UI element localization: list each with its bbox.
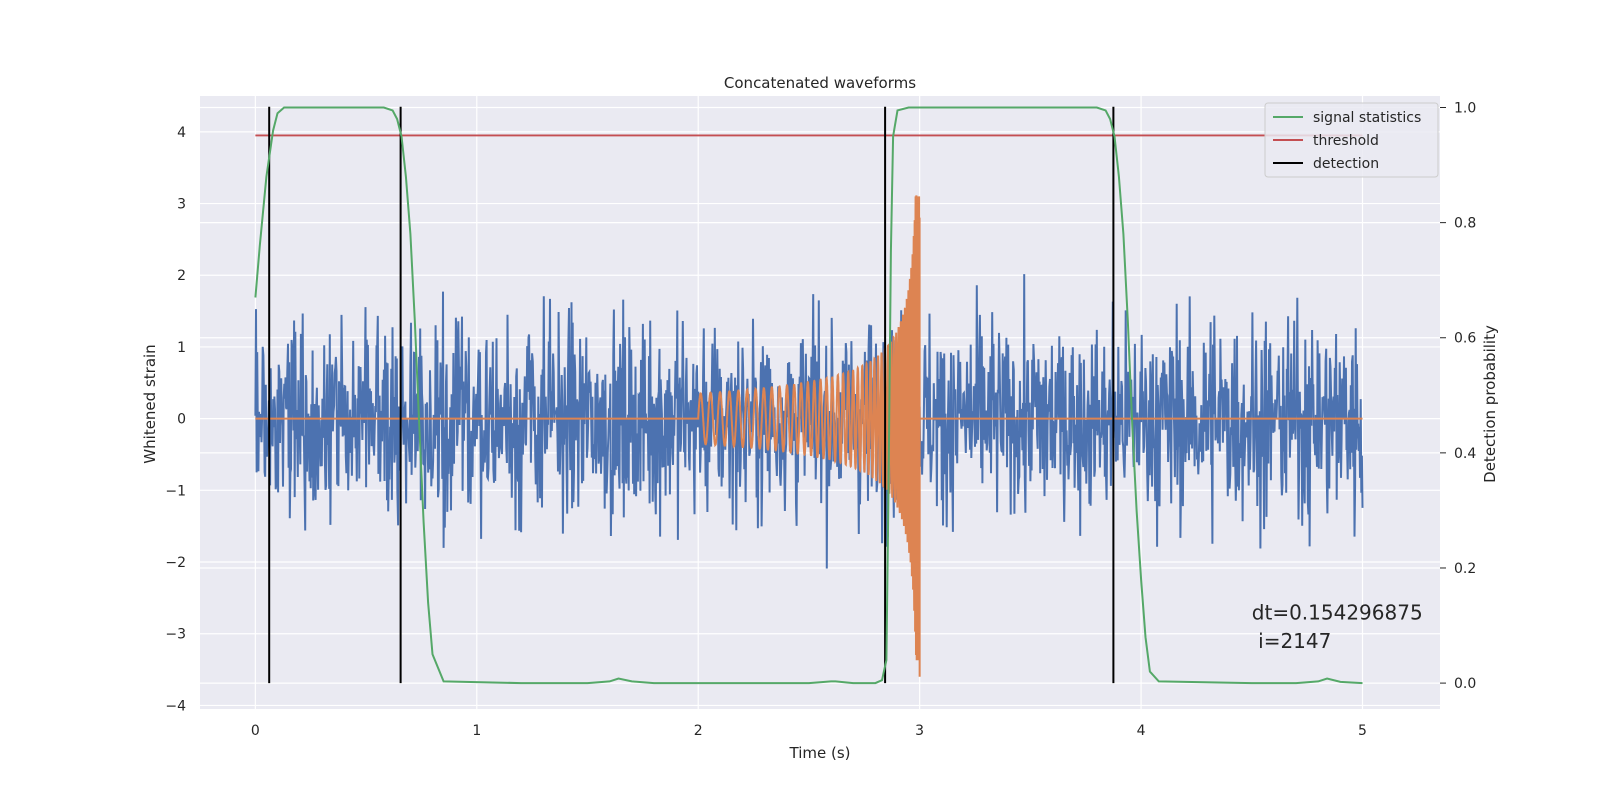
y2-tick-label: 1.0 xyxy=(1454,101,1476,117)
y-tick-label: −3 xyxy=(165,627,186,643)
signal-statistics-line xyxy=(254,106,1363,685)
y-tick-labels: −4 −3 −2 −1 0 1 2 3 4 xyxy=(165,125,186,715)
legend-box xyxy=(1264,102,1439,178)
y-tick-label: −4 xyxy=(165,698,186,714)
chart-title: Concatenated waveforms xyxy=(724,74,916,92)
annotation-dt: dt=0.154296875 xyxy=(1252,600,1423,624)
y-tick-label: −2 xyxy=(165,555,186,571)
x-tick-labels: 0 1 2 3 4 5 xyxy=(251,723,1367,739)
y2-tick-label: 0.0 xyxy=(1454,676,1476,692)
y2-tick-labels: 0.0 0.2 0.4 0.6 0.8 1.0 xyxy=(1440,101,1476,692)
noise-series-line xyxy=(254,274,1364,569)
y2-tick-label: 0.8 xyxy=(1454,216,1476,232)
legend-label: detection xyxy=(1313,156,1379,172)
x-tick-label: 3 xyxy=(915,723,924,739)
x-tick-label: 4 xyxy=(1137,723,1146,739)
series-layer xyxy=(254,106,1364,685)
y-tick-label: 0 xyxy=(177,412,186,428)
legend: signal statistics threshold detection xyxy=(1264,102,1439,178)
legend-label: threshold xyxy=(1313,133,1379,149)
x-tick-label: 1 xyxy=(472,723,481,739)
annotation-i: i=2147 xyxy=(1252,629,1332,653)
y-tick-label: 1 xyxy=(177,340,186,356)
y2-axis-label: Detection probability xyxy=(1481,325,1499,483)
y-axis-label: Whitened strain xyxy=(141,344,159,463)
y2-tick-label: 0.4 xyxy=(1454,446,1476,462)
legend-label: signal statistics xyxy=(1313,110,1421,126)
x-tick-label: 5 xyxy=(1358,723,1367,739)
y2-tick-label: 0.6 xyxy=(1454,331,1476,347)
y-tick-label: 4 xyxy=(177,125,186,141)
x-axis-label: Time (s) xyxy=(789,744,851,762)
y-tick-label: 3 xyxy=(177,197,186,213)
y2-tick-label: 0.2 xyxy=(1454,561,1476,577)
y-tick-label: −1 xyxy=(165,483,186,499)
y-tick-label: 2 xyxy=(177,268,186,284)
x-tick-label: 2 xyxy=(694,723,703,739)
x-tick-label: 0 xyxy=(251,723,260,739)
chirp-series-line xyxy=(255,195,1363,677)
